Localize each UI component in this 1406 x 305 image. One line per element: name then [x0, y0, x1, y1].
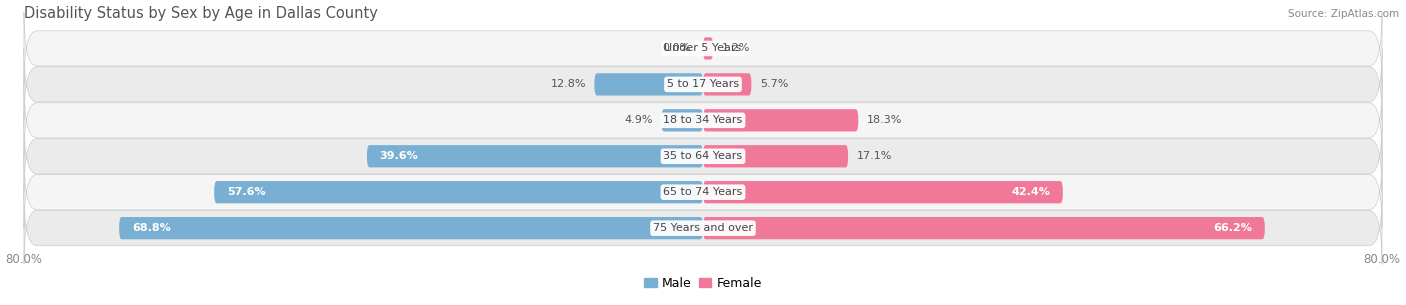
- Text: 1.2%: 1.2%: [721, 43, 749, 53]
- Text: 35 to 64 Years: 35 to 64 Years: [664, 151, 742, 161]
- FancyBboxPatch shape: [24, 120, 1382, 192]
- Text: 65 to 74 Years: 65 to 74 Years: [664, 187, 742, 197]
- Text: 18.3%: 18.3%: [866, 115, 903, 125]
- Text: 17.1%: 17.1%: [856, 151, 891, 161]
- FancyBboxPatch shape: [24, 84, 1382, 157]
- Text: Disability Status by Sex by Age in Dallas County: Disability Status by Sex by Age in Dalla…: [24, 5, 378, 20]
- FancyBboxPatch shape: [24, 12, 1382, 85]
- FancyBboxPatch shape: [703, 181, 1063, 203]
- FancyBboxPatch shape: [120, 217, 703, 239]
- FancyBboxPatch shape: [703, 145, 848, 167]
- FancyBboxPatch shape: [24, 192, 1382, 264]
- FancyBboxPatch shape: [24, 156, 1382, 228]
- FancyBboxPatch shape: [661, 109, 703, 131]
- FancyBboxPatch shape: [367, 145, 703, 167]
- Text: 5.7%: 5.7%: [759, 79, 789, 89]
- Text: 57.6%: 57.6%: [226, 187, 266, 197]
- FancyBboxPatch shape: [703, 73, 751, 95]
- FancyBboxPatch shape: [703, 217, 1265, 239]
- Text: Source: ZipAtlas.com: Source: ZipAtlas.com: [1288, 9, 1399, 19]
- Text: 18 to 34 Years: 18 to 34 Years: [664, 115, 742, 125]
- Text: 4.9%: 4.9%: [624, 115, 652, 125]
- FancyBboxPatch shape: [214, 181, 703, 203]
- Text: 75 Years and over: 75 Years and over: [652, 223, 754, 233]
- Text: 66.2%: 66.2%: [1213, 223, 1253, 233]
- Text: 42.4%: 42.4%: [1011, 187, 1050, 197]
- FancyBboxPatch shape: [703, 109, 858, 131]
- FancyBboxPatch shape: [24, 48, 1382, 121]
- Text: 39.6%: 39.6%: [380, 151, 419, 161]
- Text: 68.8%: 68.8%: [132, 223, 170, 233]
- Text: 12.8%: 12.8%: [550, 79, 586, 89]
- FancyBboxPatch shape: [703, 37, 713, 59]
- Text: 5 to 17 Years: 5 to 17 Years: [666, 79, 740, 89]
- Legend: Male, Female: Male, Female: [644, 277, 762, 290]
- Text: 0.0%: 0.0%: [662, 43, 690, 53]
- FancyBboxPatch shape: [595, 73, 703, 95]
- Text: Under 5 Years: Under 5 Years: [665, 43, 741, 53]
